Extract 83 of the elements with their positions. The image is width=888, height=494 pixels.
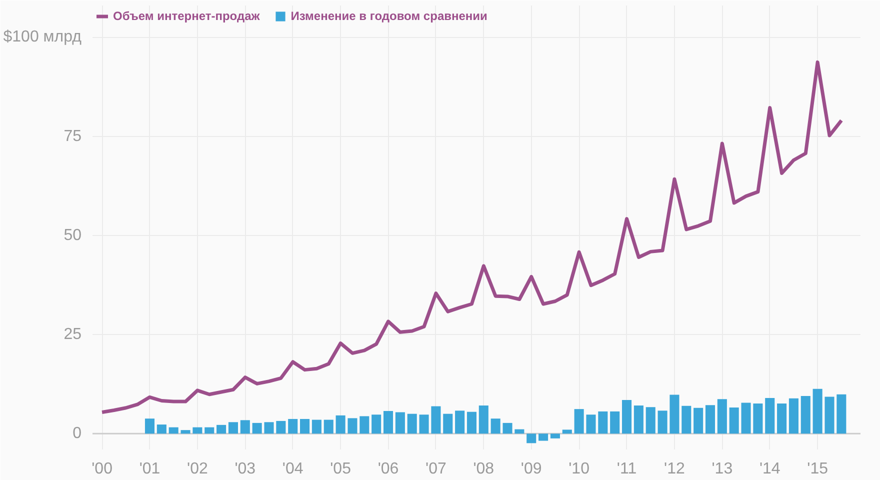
bar [717,399,727,434]
bar [419,414,429,434]
bar [490,418,500,434]
bar [682,406,692,434]
bar [360,416,370,434]
bar [800,396,810,434]
bar [765,398,775,434]
bar [729,407,739,434]
bar [324,420,334,434]
bar [455,410,465,434]
bar [180,430,190,434]
x-tick-label: '06 [378,460,399,478]
bar [288,418,298,434]
bar [753,404,763,434]
legend-label: Объем интернет-продаж [113,9,260,23]
x-tick-label: '01 [139,460,160,478]
bar [240,420,250,434]
bar [526,434,536,444]
bar [228,422,238,434]
bar [168,427,178,434]
bar [562,430,572,434]
bar [586,414,596,434]
legend-label: Изменение в годовом сравнении [290,9,488,23]
bar [312,420,322,434]
bar [443,414,453,434]
bar [538,434,548,441]
y-tick-label: $100 млрд [3,28,82,46]
bar [610,411,620,434]
bar [646,407,656,434]
bar [550,434,560,438]
bar [466,412,476,434]
bar [694,408,704,434]
bar [478,405,488,434]
bar [144,418,155,434]
x-tick-label: '00 [92,460,113,478]
bar [634,405,644,434]
bar [788,398,798,434]
x-tick-label: '03 [234,460,256,478]
x-tick-label: '09 [520,460,542,478]
bar [670,394,680,434]
bar [431,406,441,434]
bar [658,410,668,434]
bar [204,427,214,434]
bar [216,424,226,434]
x-tick-label: '14 [759,460,780,478]
x-tick-label: '05 [330,460,352,478]
bar [192,427,202,434]
bar [741,402,751,434]
x-tick-label: '08 [473,460,494,478]
bar [514,429,524,434]
x-tick-label: '04 [282,460,304,478]
bar [336,415,346,434]
x-tick-label: '15 [807,460,828,478]
bar [383,411,394,434]
bar [836,394,846,434]
bar [348,418,358,434]
bar [300,418,310,434]
bar [622,400,632,434]
y-tick-label: 50 [64,226,82,244]
bar [276,420,286,434]
bar [264,422,274,434]
line-series [100,60,844,414]
bar [156,424,166,434]
x-tick-label: '07 [426,460,446,478]
x-tick-label: '11 [616,460,637,478]
x-tick-label: '02 [187,460,208,478]
x-tick-label: '10 [568,460,590,478]
y-tick-label: 25 [64,326,82,344]
bar [777,404,787,434]
bar [407,414,417,434]
x-tick-label: '12 [664,460,685,478]
x-tick-label: '13 [712,460,733,478]
bar [502,422,512,434]
y-tick-label: 75 [64,128,82,145]
bar [395,412,405,434]
bar [372,414,382,434]
bar [252,422,262,434]
y-tick-label: 0 [72,425,82,442]
bar [705,405,716,434]
bar [812,388,822,434]
bar [598,411,608,434]
bar [574,409,584,434]
bar [824,396,834,434]
